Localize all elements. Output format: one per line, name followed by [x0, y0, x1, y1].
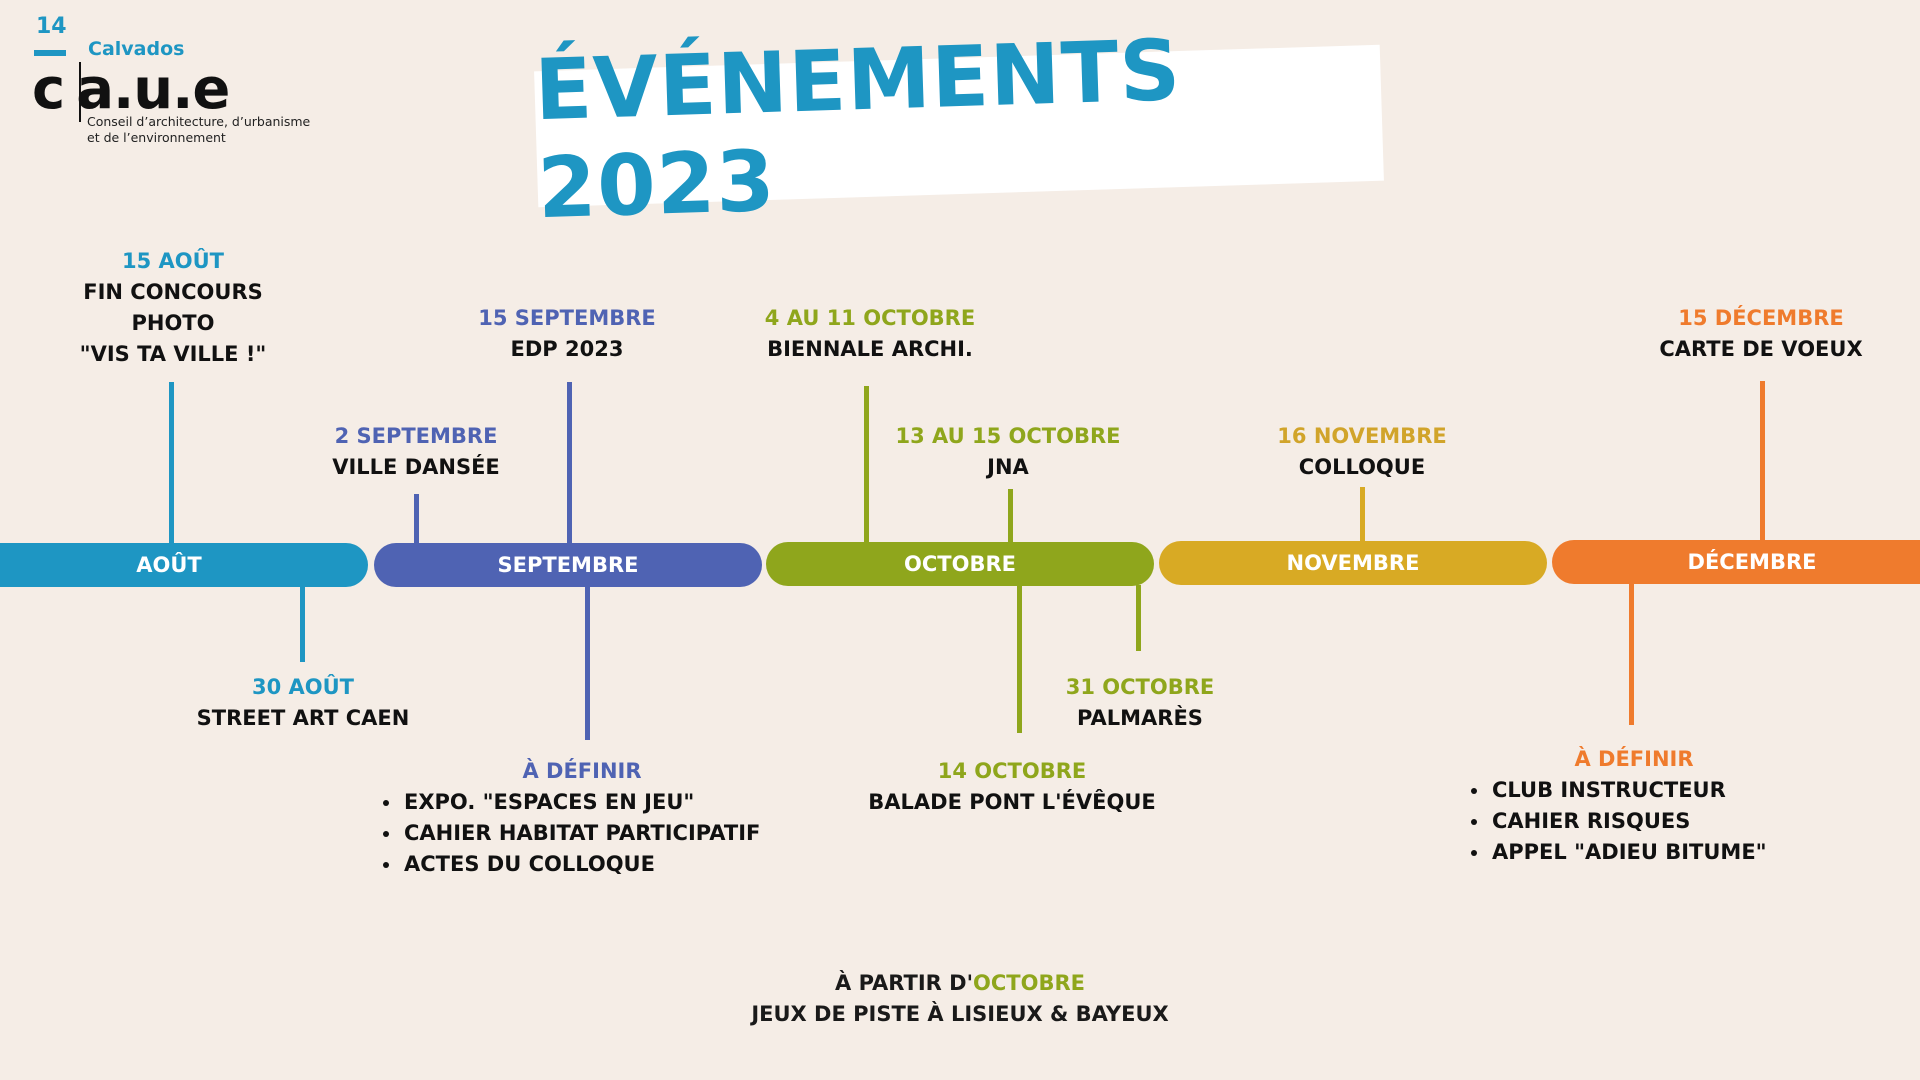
event-nov16: 16 NOVEMBRE COLLOQUE	[1277, 421, 1446, 483]
event-aug15: 15 AOÛT FIN CONCOURS PHOTO "VIS TA VILLE…	[80, 246, 267, 370]
event-date: 16 NOVEMBRE	[1277, 424, 1447, 448]
month-label-decembre: DÉCEMBRE	[1687, 550, 1817, 574]
stem-sep-tbd	[585, 586, 590, 740]
event-date: À DÉFINIR	[522, 759, 642, 783]
event-text: STREET ART CAEN	[196, 706, 410, 730]
event-date: 13 AU 15 OCTOBRE	[895, 424, 1121, 448]
stem-sep2	[414, 494, 419, 544]
event-date: 2 SEPTEMBRE	[334, 424, 498, 448]
list-item: CLUB INSTRUCTEUR	[1490, 775, 1804, 806]
event-date: 30 AOÛT	[251, 675, 355, 699]
event-text: CARTE DE VOEUX	[1659, 337, 1863, 361]
footer-prefix: À PARTIR D'	[835, 971, 974, 995]
title-banner: ÉVÉNEMENTS 2023	[533, 21, 1384, 237]
footer-text: JEUX DE PISTE À LISIEUX & BAYEUX	[751, 1002, 1169, 1026]
event-sep2: 2 SEPTEMBRE VILLE DANSÉE	[332, 421, 500, 483]
event-text: JNA	[987, 455, 1029, 479]
stem-aug15	[169, 382, 174, 544]
month-bar-septembre: SEPTEMBRE	[374, 543, 762, 587]
month-bar-aout: AOÛT	[0, 543, 368, 587]
event-dec15: 15 DÉCEMBRE CARTE DE VOEUX	[1659, 303, 1862, 365]
stem-oct13	[1008, 489, 1013, 543]
event-list: CLUB INSTRUCTEUR CAHIER RISQUES APPEL "A…	[1464, 775, 1804, 868]
event-oct14: 14 OCTOBRE BALADE PONT L'ÉVÊQUE	[868, 756, 1155, 818]
stem-nov16	[1360, 487, 1365, 542]
event-text: VILLE DANSÉE	[332, 455, 500, 479]
event-date: 15 DÉCEMBRE	[1678, 306, 1844, 330]
event-date: À DÉFINIR	[1574, 747, 1694, 771]
event-oct31: 31 OCTOBRE PALMARÈS	[1066, 672, 1215, 734]
month-label-aout: AOÛT	[136, 553, 202, 577]
event-dec-tbd: À DÉFINIR CLUB INSTRUCTEUR CAHIER RISQUE…	[1464, 744, 1804, 868]
logo-name: Calvados	[88, 38, 185, 60]
stem-oct31	[1136, 585, 1141, 651]
event-oct13: 13 AU 15 OCTOBRE JNA	[895, 421, 1120, 483]
logo-subtitle-line2: et de l’environnement	[87, 130, 226, 145]
event-text: PALMARÈS	[1077, 706, 1203, 730]
event-date: 15 SEPTEMBRE	[478, 306, 656, 330]
logo-wordmark: c a.u.e	[32, 57, 230, 122]
stem-dec15	[1760, 381, 1765, 541]
list-item: APPEL "ADIEU BITUME"	[1490, 837, 1804, 868]
month-bar-novembre: NOVEMBRE	[1159, 541, 1547, 585]
list-item: ACTES DU COLLOQUE	[402, 849, 788, 880]
page-title: ÉVÉNEMENTS 2023	[533, 21, 1183, 238]
event-date: 4 AU 11 OCTOBRE	[764, 306, 976, 330]
month-bar-decembre: DÉCEMBRE	[1552, 540, 1920, 584]
logo-accent-bar	[34, 50, 66, 56]
list-item: CAHIER RISQUES	[1490, 806, 1804, 837]
event-sep15: 15 SEPTEMBRE EDP 2023	[478, 303, 656, 365]
stem-aug30	[300, 586, 305, 662]
event-text: BALADE PONT L'ÉVÊQUE	[868, 790, 1156, 814]
logo-subtitle-line1: Conseil d’architecture, d’urbanisme	[87, 114, 311, 129]
logo-separator	[79, 62, 81, 122]
stem-oct4	[864, 386, 869, 544]
month-label-novembre: NOVEMBRE	[1286, 551, 1420, 575]
list-item: EXPO. "ESPACES EN JEU"	[402, 787, 788, 818]
event-text: BIENNALE ARCHI.	[767, 337, 973, 361]
month-bar-octobre: OCTOBRE	[766, 542, 1154, 586]
event-date: 31 OCTOBRE	[1065, 675, 1215, 699]
event-oct4: 4 AU 11 OCTOBRE BIENNALE ARCHI.	[765, 303, 975, 365]
event-text: FIN CONCOURS	[83, 280, 263, 304]
event-text: "VIS TA VILLE !"	[79, 342, 267, 366]
logo-number: 14	[36, 14, 67, 39]
event-text: PHOTO	[131, 311, 215, 335]
footer-note: À PARTIR D'OCTOBRE JEUX DE PISTE À LISIE…	[751, 968, 1168, 1030]
event-text: EDP 2023	[510, 337, 624, 361]
event-list: EXPO. "ESPACES EN JEU" CAHIER HABITAT PA…	[376, 787, 788, 880]
event-text: COLLOQUE	[1298, 455, 1426, 479]
event-sep-tbd: À DÉFINIR EXPO. "ESPACES EN JEU" CAHIER …	[376, 756, 788, 880]
event-date: 14 OCTOBRE	[937, 759, 1087, 783]
month-label-octobre: OCTOBRE	[904, 552, 1016, 576]
footer-month: OCTOBRE	[973, 971, 1085, 995]
stem-sep15	[567, 382, 572, 544]
month-label-septembre: SEPTEMBRE	[497, 553, 639, 577]
event-aug30: 30 AOÛT STREET ART CAEN	[197, 672, 410, 734]
stem-dec-tbd	[1629, 583, 1634, 725]
list-item: CAHIER HABITAT PARTICIPATIF	[402, 818, 788, 849]
event-date: 15 AOÛT	[121, 249, 225, 273]
logo-subtitle: Conseil d’architecture, d’urbanisme et d…	[87, 114, 327, 146]
stem-oct14	[1017, 585, 1022, 733]
